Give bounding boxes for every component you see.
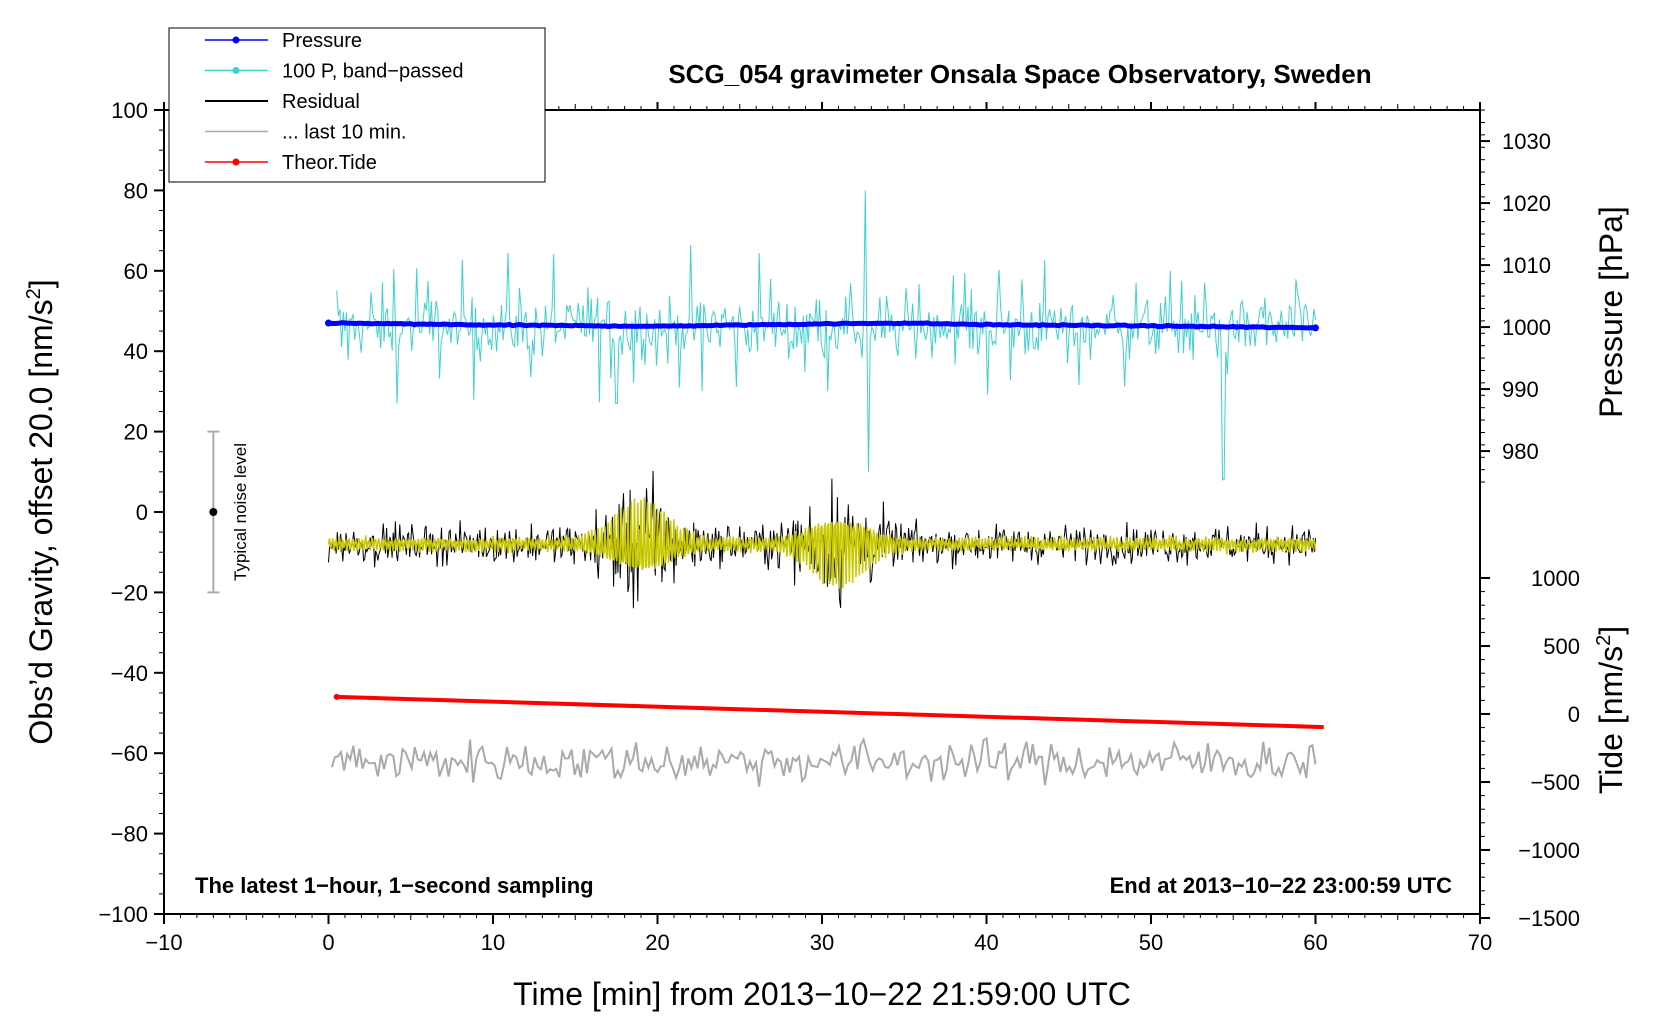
y-tick-label: −20 <box>111 580 148 605</box>
series-pressure-start-point <box>325 319 332 327</box>
y-tick-label: −100 <box>98 902 148 927</box>
y-axis-label-tide: Tide [nm/s2] <box>1593 626 1629 794</box>
y-axis-label-tide-end: ] <box>1593 626 1629 635</box>
noise-bar-center-point <box>209 508 218 516</box>
legend-swatch-marker <box>232 158 240 166</box>
pressure-tick-label: 980 <box>1502 439 1539 464</box>
y-tick-label: −60 <box>111 741 148 766</box>
annotation-left: The latest 1−hour, 1−second sampling <box>195 873 594 898</box>
y-tick-label: −80 <box>111 822 148 847</box>
series-layer <box>325 190 1324 787</box>
series-pressure-line <box>328 320 1317 331</box>
tide-tick-label: 500 <box>1543 634 1580 659</box>
series-band-passed-pressure-line <box>336 190 1316 481</box>
x-tick-label: 30 <box>810 930 834 955</box>
y-axis-label-left-end: ] <box>23 279 59 288</box>
series-pressure-end-point <box>1312 324 1319 332</box>
tide-tick-label: −1000 <box>1518 838 1580 863</box>
pressure-tick-label: 1010 <box>1502 253 1551 278</box>
pressure-tick-label: 1030 <box>1502 129 1551 154</box>
x-tick-label: −10 <box>145 930 182 955</box>
tide-tick-label: −1500 <box>1518 906 1580 931</box>
tide-tick-label: 0 <box>1568 702 1580 727</box>
y-axis-label-left: Obs’d Gravity, offset 20.0 [nm/s2] <box>23 279 59 744</box>
ticks-layer: −10 0 10 20 30 40 50 60 70100806040200−20−40−60−… <box>98 98 1580 955</box>
pressure-tick-label: 990 <box>1502 377 1539 402</box>
x-tick-label: 10 <box>481 930 505 955</box>
annotation-right: End at 2013−10−22 23:00:59 UTC <box>1110 873 1453 898</box>
legend-label: Pressure <box>282 30 362 52</box>
x-tick-label: 50 <box>1139 930 1163 955</box>
legend: Pressure 100 P, band−passed Residual ... la… <box>168 27 546 183</box>
y-tick-label: 0 <box>136 500 148 525</box>
x-tick-label: 20 <box>645 930 669 955</box>
x-axis-label: Time [min] from 2013−10−22 21:59:00 UTC <box>513 976 1131 1012</box>
y-tick-label: 60 <box>124 259 148 284</box>
pressure-tick-label: 1020 <box>1502 191 1551 216</box>
legend-swatch-marker <box>232 67 240 74</box>
y-axis-label-pressure: Pressure [hPa] <box>1593 206 1629 418</box>
y-tick-label: 100 <box>111 98 148 123</box>
x-tick-label: 70 <box>1468 930 1492 955</box>
y-tick-label: 40 <box>124 339 148 364</box>
noise-level-label: Typical noise level <box>231 443 250 581</box>
y-axis-label-left-main: Obs’d Gravity, offset 20.0 [nm/s <box>23 299 59 744</box>
series-last-10-min-line <box>330 736 1317 787</box>
x-tick-label: 40 <box>974 930 998 955</box>
y-axis-label-tide-main: Tide [nm/s <box>1593 646 1629 794</box>
y-axis-label-tide-sup: 2 <box>1593 635 1615 646</box>
legend-label: Residual <box>282 91 360 113</box>
series-theor-tide-start-point <box>333 693 340 700</box>
y-tick-label: −40 <box>111 661 148 686</box>
series-filtered-residual-line <box>327 497 1317 589</box>
legend-label: Theor.Tide <box>282 152 377 174</box>
y-tick-label: 20 <box>124 420 148 445</box>
x-tick-label: 60 <box>1303 930 1327 955</box>
tide-tick-label: −500 <box>1530 770 1580 795</box>
chart-title: SCG_054 gravimeter Onsala Space Observat… <box>668 59 1371 89</box>
legend-box <box>168 27 546 183</box>
legend-label: 100 P, band−passed <box>282 61 463 83</box>
y-tick-label: 80 <box>124 178 148 203</box>
noise-level-indicator <box>207 430 220 594</box>
pressure-tick-label: 1000 <box>1502 315 1551 340</box>
tide-tick-label: 1000 <box>1531 566 1580 591</box>
x-tick-label: 0 <box>322 930 334 955</box>
legend-label: ... last 10 min. <box>282 122 407 144</box>
legend-swatch-marker <box>232 36 240 44</box>
y-axis-label-left-sup: 2 <box>23 288 45 299</box>
series-theor-tide-line <box>336 694 1324 730</box>
